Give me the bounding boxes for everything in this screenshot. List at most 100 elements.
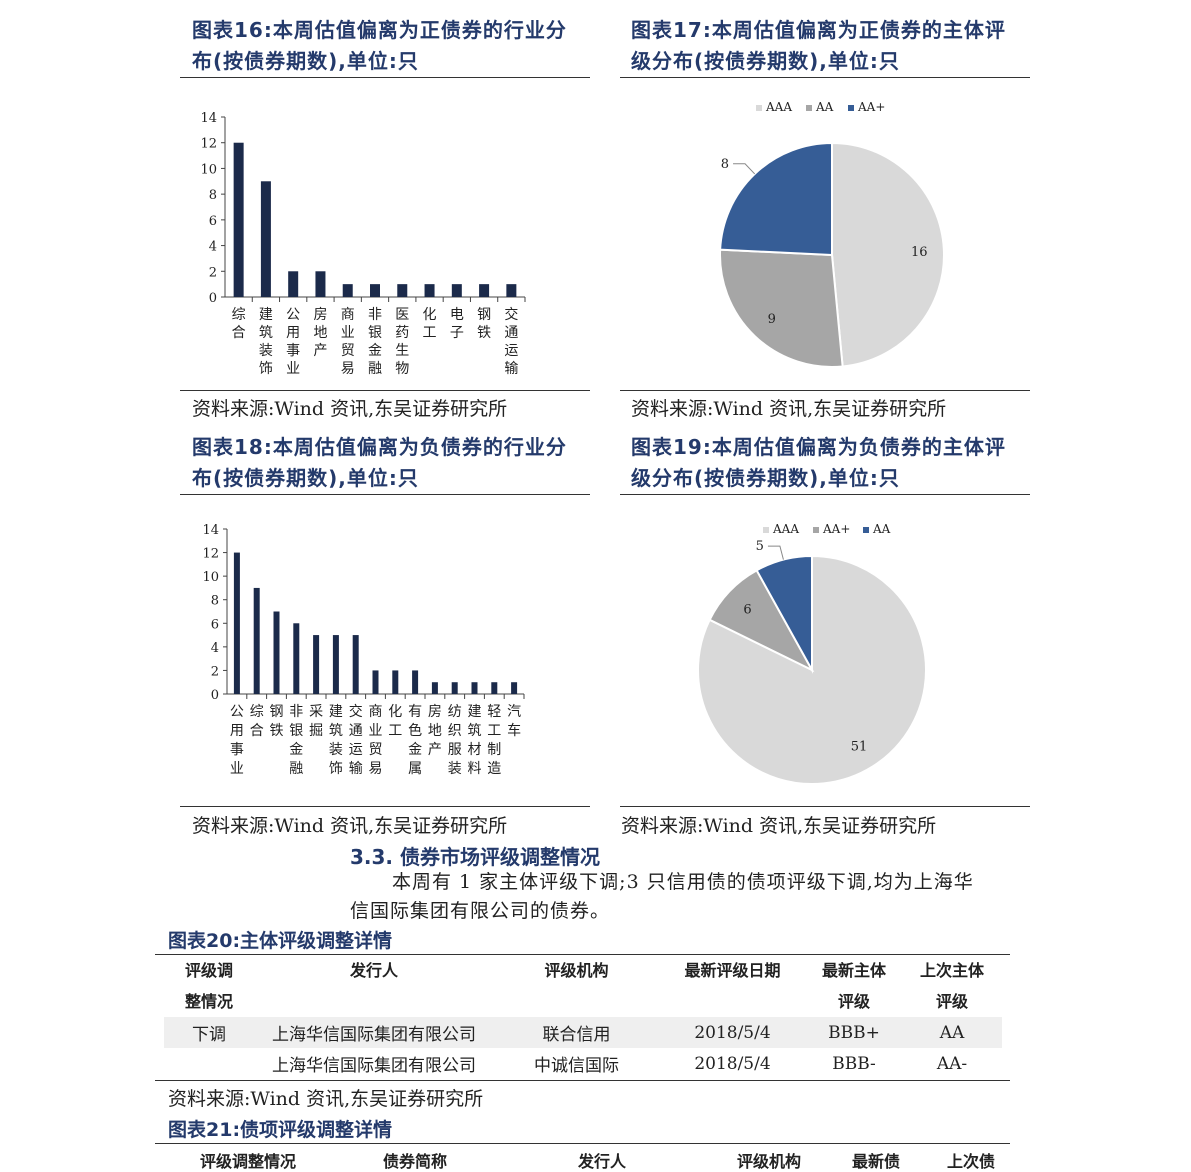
t21-col-previous-header: 上次债 xyxy=(947,1152,996,1171)
pie-slice xyxy=(831,141,945,368)
t21-col-latest-header: 最新债 xyxy=(852,1152,901,1171)
bar xyxy=(352,635,359,694)
cell-adjust xyxy=(164,1048,254,1079)
col-adjust-header-line1: 评级调 xyxy=(184,961,233,980)
figure-16-title: 图表16:本周估值偏离为正债券的行业分 布(按债券期数),单位:只 xyxy=(192,15,567,77)
cell-latest: BBB- xyxy=(832,1053,876,1074)
x-category-label: 交通运输 xyxy=(504,306,518,377)
figure-16-bottom-rule xyxy=(180,390,590,391)
col-issuer-header: 发行人 xyxy=(349,961,398,980)
figure-18-top-rule xyxy=(180,494,590,495)
bar xyxy=(451,682,458,694)
t21-col-agency-header: 评级机构 xyxy=(737,1152,802,1171)
y-tick-label: 6 xyxy=(209,214,217,229)
legend-label: AA xyxy=(872,522,891,536)
figure-17-title: 图表17:本周估值偏离为正债券的主体评 级分布(按债券期数),单位:只 xyxy=(631,15,1006,77)
y-tick-label: 8 xyxy=(209,188,217,203)
legend-label: AAA xyxy=(772,522,799,536)
y-tick-label: 0 xyxy=(209,291,217,306)
col-latest-header-line1: 最新主体 xyxy=(821,961,886,980)
x-category-label: 有色金属 xyxy=(408,704,422,777)
pie-value-label: 8 xyxy=(721,157,729,172)
legend-swatch xyxy=(763,527,769,533)
section-paragraph-line2: 信国际集团有限公司的债券。 xyxy=(350,900,611,922)
y-tick-label: 2 xyxy=(211,664,219,679)
bar xyxy=(471,682,478,694)
figure-18-bar-chart: 0 2 4 6 8 10 12 14 公用事业综合钢铁非银金融采掘建筑装饰交通运输商业贸易化工有… xyxy=(202,523,525,777)
legend-label: AA+ xyxy=(822,522,850,536)
pie-value-label: 5 xyxy=(756,539,764,554)
bar xyxy=(451,284,462,297)
pie-slice xyxy=(697,554,927,785)
figure-18-source: 资料来源:Wind 资讯,东吴证券研究所 xyxy=(192,815,508,837)
pie-value-label: 16 xyxy=(911,245,928,260)
figure-19-source: 资料来源:Wind 资讯,东吴证券研究所 xyxy=(621,815,937,837)
figure-19-title-line1: 图表19:本周估值偏离为负债券的主体评 xyxy=(631,435,1006,459)
y-tick-label: 12 xyxy=(202,547,219,562)
table-20-bottom-rule xyxy=(155,1080,1010,1081)
y-tick-label: 14 xyxy=(202,523,219,538)
figure-19-top-rule xyxy=(620,494,1030,495)
table-20-source: 资料来源:Wind 资讯,东吴证券研究所 xyxy=(168,1088,484,1110)
x-category-label: 公用事业 xyxy=(286,307,300,377)
bar xyxy=(253,587,260,694)
cell-issuer: 上海华信国际集团有限公司 xyxy=(272,1056,476,1076)
bar xyxy=(506,284,517,297)
pie-value-label: 6 xyxy=(743,603,751,618)
bar xyxy=(260,181,271,297)
section-paragraph-line1: 本周有 1 家主体评级下调;3 只信用债的债项评级下调,均为上海华 xyxy=(392,871,974,893)
y-tick-label: 14 xyxy=(200,111,217,126)
bar xyxy=(424,284,435,297)
legend-swatch xyxy=(813,527,819,533)
pie-leader-line xyxy=(733,163,756,175)
table-row: 上海华信国际集团有限公司 中诚信国际 2018/5/4 BBB- AA- xyxy=(164,1048,1002,1079)
legend-swatch xyxy=(848,105,854,111)
t21-col-bond-header: 债券简称 xyxy=(383,1152,448,1171)
x-category-label: 商业贸易 xyxy=(369,704,383,777)
figure-18-title: 图表18:本周估值偏离为负债券的行业分 布(按债券期数),单位:只 xyxy=(192,432,567,494)
x-category-label: 纺织服装 xyxy=(448,704,462,777)
x-category-label: 建筑材料 xyxy=(468,704,482,777)
col-adjust-header-line2: 整情况 xyxy=(184,992,233,1011)
pie-slice xyxy=(719,248,844,368)
bar xyxy=(491,682,498,694)
table-header-row: 评级调 整情况 发行人 评级机构 最新评级日期 最新主体 评级 上次主体 评级 xyxy=(164,955,1002,1017)
bar xyxy=(288,271,299,297)
y-tick-label: 12 xyxy=(200,137,217,152)
legend-swatch xyxy=(756,105,762,111)
table-20-top-rule xyxy=(155,954,1010,955)
section-heading: 3.3. 债券市场评级调整情况 xyxy=(350,845,600,869)
figure-18-bottom-rule xyxy=(180,806,590,807)
col-previous-header-line2: 评级 xyxy=(935,992,968,1011)
bar xyxy=(233,142,244,297)
x-category-label: 钢铁 xyxy=(270,704,284,739)
pie-value-label: 51 xyxy=(851,739,868,754)
y-tick-label: 4 xyxy=(209,240,217,255)
bar xyxy=(392,670,399,694)
x-category-label: 综合 xyxy=(232,307,246,341)
y-tick-label: 10 xyxy=(202,570,219,585)
x-category-label: 交通运输 xyxy=(349,703,363,777)
figure-17-bottom-rule xyxy=(620,390,1030,391)
table-21-top-rule xyxy=(155,1143,1010,1144)
bar xyxy=(273,611,280,694)
figure-19-title-line2: 级分布(按债券期数),单位:只 xyxy=(631,466,900,490)
cell-adjust: 下调 xyxy=(164,1017,254,1048)
legend-label: AA xyxy=(815,100,834,114)
y-tick-label: 8 xyxy=(211,594,219,609)
cell-previous: AA xyxy=(902,1017,1002,1048)
figure-18-title-line2: 布(按债券期数),单位:只 xyxy=(192,466,419,490)
figure-16-bar-chart: 0 2 4 6 8 10 12 14 综合建筑装饰公用事业房地产商业贸易非银金融医药生物化工电子… xyxy=(200,111,526,377)
figure-17-title-line2: 级分布(按债券期数),单位:只 xyxy=(631,49,900,73)
legend-swatch xyxy=(806,105,812,111)
x-category-label: 建筑装饰 xyxy=(329,704,343,777)
figure-16-title-line2: 布(按债券期数),单位:只 xyxy=(192,49,419,73)
figure-18-title-line1: 图表18:本周估值偏离为负债券的行业分 xyxy=(192,435,567,459)
x-category-label: 汽车 xyxy=(507,704,521,739)
cell-date: 2018/5/4 xyxy=(694,1053,771,1074)
figure-19-title: 图表19:本周估值偏离为负债券的主体评 级分布(按债券期数),单位:只 xyxy=(631,432,1006,494)
col-date-header: 最新评级日期 xyxy=(684,961,781,980)
figure-19-bottom-rule xyxy=(620,806,1030,807)
x-category-label: 轻工制造 xyxy=(487,704,501,777)
